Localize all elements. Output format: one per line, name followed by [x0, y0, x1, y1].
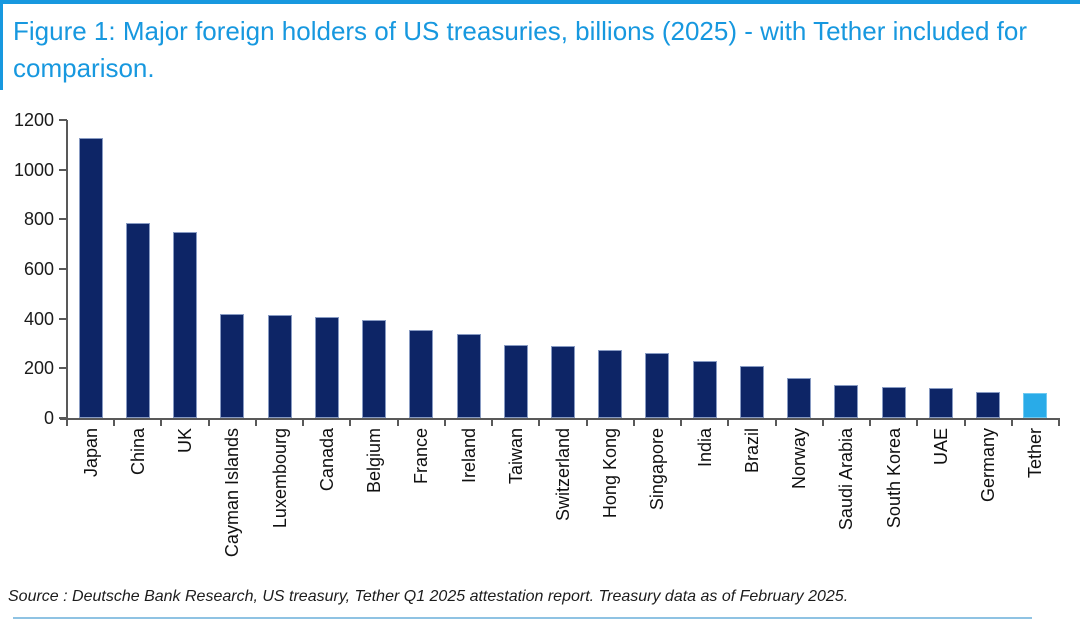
y-tick	[59, 367, 67, 370]
x-tick	[254, 420, 257, 426]
x-label-uk: UK	[175, 428, 195, 454]
x-label-hong-kong: Hong Kong	[600, 428, 620, 519]
bar-ireland	[457, 334, 481, 418]
y-tick-label: 400	[23, 308, 54, 329]
x-tick	[821, 420, 824, 426]
x-label-cayman-islands: Cayman Islands	[222, 428, 242, 558]
x-tick	[66, 420, 68, 426]
x-label-south-korea: South Korea	[884, 428, 904, 529]
x-label-france: France	[411, 428, 431, 485]
y-tick	[59, 268, 67, 270]
x-tick	[680, 420, 683, 426]
x-label-uae: UAE	[931, 428, 951, 466]
y-tick-label: 800	[23, 209, 54, 230]
bar-uk	[173, 232, 197, 418]
x-label-singapore: Singapore	[647, 428, 667, 511]
title-left-rule	[0, 4, 3, 90]
x-label-china: China	[128, 428, 148, 476]
y-tick-label: 1200	[13, 110, 54, 130]
y-tick	[59, 119, 67, 121]
bar-singapore	[645, 353, 669, 418]
x-label-luxembourg: Luxembourg	[270, 428, 290, 529]
bar-canada	[315, 317, 339, 418]
bar-germany	[976, 392, 1000, 418]
figure-title-box: Figure 1: Major foreign holders of US tr…	[0, 0, 1080, 90]
bar-france	[409, 330, 433, 418]
x-tick	[774, 420, 777, 426]
bar-south-korea	[882, 387, 906, 418]
x-tick	[160, 420, 163, 426]
bar-japan	[79, 138, 103, 418]
x-tick	[207, 420, 210, 426]
bar-cayman-islands	[220, 314, 244, 418]
bar-brazil	[740, 366, 764, 418]
bar-saudi-arabia	[834, 385, 858, 418]
x-tick	[538, 420, 541, 426]
figure-title: Figure 1: Major foreign holders of US tr…	[13, 16, 1027, 83]
y-tick-label: 1000	[13, 159, 54, 180]
x-tick	[632, 420, 635, 426]
x-tick	[869, 420, 872, 426]
y-tick	[59, 417, 67, 419]
bottom-divider	[13, 617, 1032, 619]
x-label-japan: Japan	[81, 428, 101, 478]
bar-uae	[929, 388, 953, 418]
x-tick	[916, 420, 919, 426]
x-tick	[443, 420, 446, 426]
y-tick-label: 0	[43, 408, 54, 428]
x-label-norway: Norway	[789, 428, 809, 490]
bar-india	[693, 361, 717, 418]
y-tick-label: 200	[23, 358, 54, 379]
x-label-taiwan: Taiwan	[506, 428, 526, 485]
x-tick	[1058, 420, 1060, 426]
x-label-india: India	[695, 428, 715, 468]
bar-switzerland	[551, 346, 575, 418]
x-tick	[727, 420, 730, 426]
x-tick	[491, 420, 494, 426]
x-tick	[113, 420, 116, 426]
bar-taiwan	[504, 345, 528, 418]
y-tick-label: 600	[23, 259, 54, 279]
x-tick	[349, 420, 352, 426]
x-label-belgium: Belgium	[364, 428, 384, 494]
bar-norway	[787, 378, 811, 418]
bar-hong-kong	[598, 350, 622, 418]
x-label-switzerland: Switzerland	[553, 428, 573, 522]
y-tick	[59, 317, 67, 320]
bar-tether	[1023, 393, 1047, 418]
x-label-germany: Germany	[978, 428, 998, 503]
x-tick	[585, 420, 588, 426]
x-axis-line	[60, 418, 1060, 420]
x-label-tether: Tether	[1025, 428, 1045, 479]
bar-belgium	[362, 320, 386, 418]
bar-china	[126, 223, 150, 418]
x-label-canada: Canada	[317, 428, 337, 492]
x-label-ireland: Ireland	[459, 428, 479, 484]
y-axis-line	[66, 120, 68, 420]
x-tick	[1010, 420, 1013, 426]
x-tick	[396, 420, 399, 426]
y-tick	[59, 168, 67, 171]
bar-luxembourg	[268, 315, 292, 418]
x-label-saudi-arabia: Saudi Arabia	[836, 428, 856, 531]
y-tick	[59, 218, 67, 221]
x-tick	[963, 420, 966, 426]
source-note: Source : Deutsche Bank Research, US trea…	[8, 588, 849, 605]
x-tick	[302, 420, 305, 426]
x-label-brazil: Brazil	[742, 428, 762, 474]
